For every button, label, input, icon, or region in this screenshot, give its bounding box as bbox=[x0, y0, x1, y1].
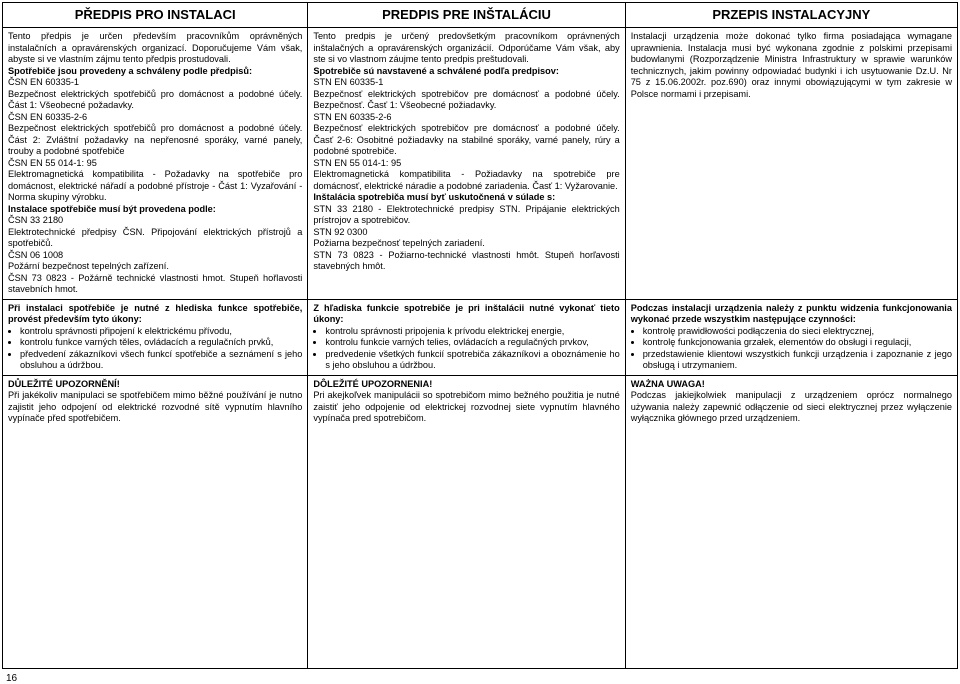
text: ČSN EN 55 014-1: 95 bbox=[8, 158, 97, 168]
text: STN 33 2180 - Elektrotechnické predpisy … bbox=[313, 204, 619, 226]
text-bold: Z hľadiska funkcie spotrebiče je pri inš… bbox=[313, 303, 619, 325]
header-sk: PREDPIS PRE INŠTALÁCIU bbox=[308, 3, 625, 27]
section1-row: Tento předpis je určen především pracovn… bbox=[3, 28, 957, 300]
section2-sk: Z hľadiska funkcie spotrebiče je pri inš… bbox=[308, 300, 625, 375]
list-item: kontrolę funkcjonowania grzałek, element… bbox=[643, 337, 952, 349]
text: STN 92 0300 bbox=[313, 227, 367, 237]
text-bold: Při instalaci spotřebiče je nutné z hled… bbox=[8, 303, 302, 325]
text: Bezpečnosť elektrických spotrebičov pre … bbox=[313, 123, 619, 156]
bullet-list: kontrolu správnosti pripojenia k prívodu… bbox=[313, 326, 619, 372]
text: Podczas jakiejkolwiek manipulacji z urzą… bbox=[631, 390, 952, 423]
list-item: předvedení zákazníkovi všech funkcí spot… bbox=[20, 349, 302, 372]
text: Elektromagnetická kompatibilita - Požiad… bbox=[313, 169, 619, 191]
text: STN EN 60335-1 bbox=[313, 77, 383, 87]
text-bold: DÔLEŽITÉ UPOZORNENIA! bbox=[313, 379, 432, 389]
header-row: PŘEDPIS PRO INSTALACI PREDPIS PRE INŠTAL… bbox=[3, 3, 957, 28]
text: STN EN 55 014-1: 95 bbox=[313, 158, 401, 168]
text-bold: WAŻNA UWAGA! bbox=[631, 379, 705, 389]
text: ČSN 06 1008 bbox=[8, 250, 63, 260]
text: ČSN 73 0823 - Požárně technické vlastnos… bbox=[8, 273, 302, 295]
text-bold: DŮLEŽITÉ UPOZORNĚNÍ! bbox=[8, 379, 120, 389]
section3-pl: WAŻNA UWAGA! Podczas jakiejkolwiek manip… bbox=[626, 376, 957, 668]
text: Bezpečnost elektrických spotřebičů pro d… bbox=[8, 89, 302, 111]
text: Tento předpis je určen především pracovn… bbox=[8, 31, 302, 64]
text-bold: Instalace spotřebiče musí být provedena … bbox=[8, 204, 216, 214]
text: Bezpečnost elektrických spotřebičů pro d… bbox=[8, 123, 302, 156]
section2-cz: Při instalaci spotřebiče je nutné z hled… bbox=[3, 300, 308, 375]
section3-sk: DÔLEŽITÉ UPOZORNENIA! Pri akejkoľvek man… bbox=[308, 376, 625, 668]
text: STN 73 0823 - Požiarno-technické vlastno… bbox=[313, 250, 619, 272]
text: Požiarna bezpečnosť tepelných zariadení. bbox=[313, 238, 484, 248]
header-pl: PRZEPIS INSTALACYJNY bbox=[626, 3, 957, 27]
text: Při jakékoliv manipulaci se spotřebičem … bbox=[8, 390, 302, 423]
text-bold: Inštalácia spotrebiča musí byť uskutočne… bbox=[313, 192, 555, 202]
text-bold: Podczas instalacji urządzenia należy z p… bbox=[631, 303, 952, 325]
section1-pl: Instalacji urządzenia może dokonać tylko… bbox=[626, 28, 957, 299]
list-item: kontrolu správnosti připojení k elektric… bbox=[20, 326, 302, 338]
list-item: kontrolu funkce varných těles, ovládacíc… bbox=[20, 337, 302, 349]
text-bold: Spotrebiče sú navstavené a schválené pod… bbox=[313, 66, 559, 76]
text: Bezpečnosť elektrických spotrebičov pre … bbox=[313, 89, 619, 111]
text: ČSN EN 60335-2-6 bbox=[8, 112, 87, 122]
text: Elektromagnetická kompatibilita - Požada… bbox=[8, 169, 302, 202]
list-item: predvedenie všetkých funkcií spotrebiča … bbox=[325, 349, 619, 372]
list-item: kontrolu správnosti pripojenia k prívodu… bbox=[325, 326, 619, 338]
section3-cz: DŮLEŽITÉ UPOZORNĚNÍ! Při jakékoliv manip… bbox=[3, 376, 308, 668]
section2-row: Při instalaci spotřebiče je nutné z hled… bbox=[3, 300, 957, 376]
text-bold: Spotřebiče jsou provedeny a schváleny po… bbox=[8, 66, 252, 76]
text: ČSN 33 2180 bbox=[8, 215, 63, 225]
text: ČSN EN 60335-1 bbox=[8, 77, 79, 87]
section3-row: DŮLEŽITÉ UPOZORNĚNÍ! Při jakékoliv manip… bbox=[3, 376, 957, 668]
bullet-list: kontrolu správnosti připojení k elektric… bbox=[8, 326, 302, 372]
section2-pl: Podczas instalacji urządzenia należy z p… bbox=[626, 300, 957, 375]
page-number: 16 bbox=[0, 671, 960, 684]
text: STN EN 60335-2-6 bbox=[313, 112, 391, 122]
section1-sk: Tento predpis je určený predovšetkým pra… bbox=[308, 28, 625, 299]
section1-cz: Tento předpis je určen především pracovn… bbox=[3, 28, 308, 299]
list-item: kontrolę prawidłowości podłączenia do si… bbox=[643, 326, 952, 338]
header-cz: PŘEDPIS PRO INSTALACI bbox=[3, 3, 308, 27]
bullet-list: kontrolę prawidłowości podłączenia do si… bbox=[631, 326, 952, 372]
text: Požární bezpečnost tepelných zařízení. bbox=[8, 261, 169, 271]
text: Instalacji urządzenia może dokonać tylko… bbox=[631, 31, 952, 99]
text: Elektrotechnické předpisy ČSN. Připojová… bbox=[8, 227, 302, 249]
list-item: przedstawienie klientowi wszystkich funk… bbox=[643, 349, 952, 372]
text: Pri akejkoľvek manipulácii so spotrebičo… bbox=[313, 390, 619, 423]
text: Tento predpis je určený predovšetkým pra… bbox=[313, 31, 619, 64]
list-item: kontrolu funkcie varných telies, ovládac… bbox=[325, 337, 619, 349]
